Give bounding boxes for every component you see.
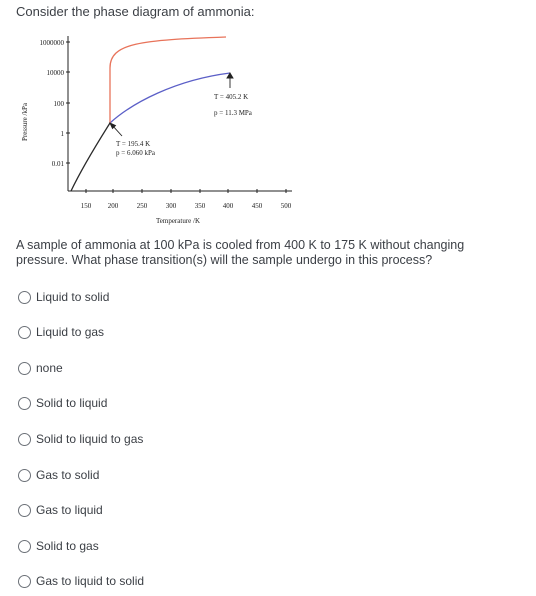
x-tick-label: 350 — [195, 202, 206, 210]
phase-diagram: 1000000 10000 100 1 0.01 Pressure /kPa 1… — [21, 36, 292, 225]
radio-button[interactable] — [18, 432, 31, 446]
option-none[interactable]: none — [18, 361, 63, 375]
option-label: Gas to liquid — [36, 503, 103, 517]
y-tick-label: 1000000 — [40, 39, 65, 47]
y-tick-label: 0.01 — [52, 160, 65, 168]
triple-point-temperature: T = 195.4 K — [116, 140, 150, 148]
vaporization-curve — [109, 72, 231, 124]
y-ticks — [66, 41, 70, 164]
radio-button[interactable] — [18, 468, 31, 482]
x-axis-label: Temperature /K — [156, 217, 200, 225]
x-tick-label: 300 — [166, 202, 177, 210]
critical-point-pressure: p = 11.3 MPa — [214, 109, 253, 117]
x-tick-label: 450 — [252, 202, 263, 210]
option-label: Liquid to gas — [36, 325, 105, 339]
x-tick-label: 150 — [81, 202, 92, 210]
y-tick-label: 1 — [61, 130, 65, 138]
option-label: Solid to liquid — [36, 396, 108, 410]
option-liquid-to-gas[interactable]: Liquid to gas — [18, 325, 104, 339]
x-tick-label: 500 — [281, 202, 292, 210]
option-liquid-to-solid[interactable]: Liquid to solid — [18, 290, 109, 304]
x-tick-label: 200 — [108, 202, 119, 210]
option-label: Gas to solid — [36, 468, 100, 482]
option-label: Solid to liquid to gas — [36, 432, 144, 446]
option-label: Solid to gas — [36, 539, 99, 553]
option-gas-to-liquid-to-solid[interactable]: Gas to liquid to solid — [18, 574, 144, 588]
critical-point-arrow — [226, 72, 234, 88]
option-solid-to-gas[interactable]: Solid to gas — [18, 539, 99, 553]
x-tick-label: 250 — [137, 202, 148, 210]
radio-button[interactable] — [18, 396, 31, 410]
y-tick-label: 10000 — [47, 69, 65, 77]
radio-button[interactable] — [18, 574, 31, 588]
option-gas-to-liquid[interactable]: Gas to liquid — [18, 503, 103, 517]
y-axis-label: Pressure /kPa — [21, 102, 29, 141]
option-label: none — [36, 361, 63, 375]
radio-button[interactable] — [18, 325, 31, 339]
question-prompt: Consider the phase diagram of ammonia: — [16, 4, 255, 19]
radio-button[interactable] — [18, 361, 31, 375]
x-ticks — [85, 189, 287, 193]
critical-point-temperature: T = 405.2 K — [214, 93, 248, 101]
triple-point-arrow — [109, 122, 123, 137]
fusion-curve — [109, 36, 227, 123]
question-text: A sample of ammonia at 100 kPa is cooled… — [16, 238, 465, 267]
radio-button[interactable] — [18, 290, 31, 304]
triple-point-pressure: p = 6.060 kPa — [116, 149, 156, 157]
option-solid-to-liquid[interactable]: Solid to liquid — [18, 396, 107, 410]
option-label: Gas to liquid to solid — [36, 574, 145, 588]
radio-button[interactable] — [18, 503, 31, 517]
option-label: Liquid to solid — [36, 290, 110, 304]
x-tick-label: 400 — [223, 202, 234, 210]
radio-button[interactable] — [18, 539, 31, 553]
y-tick-label: 100 — [54, 100, 65, 108]
sublimation-curve — [70, 122, 111, 192]
option-gas-to-solid[interactable]: Gas to solid — [18, 468, 99, 482]
option-solid-to-liquid-to-gas[interactable]: Solid to liquid to gas — [18, 432, 143, 446]
